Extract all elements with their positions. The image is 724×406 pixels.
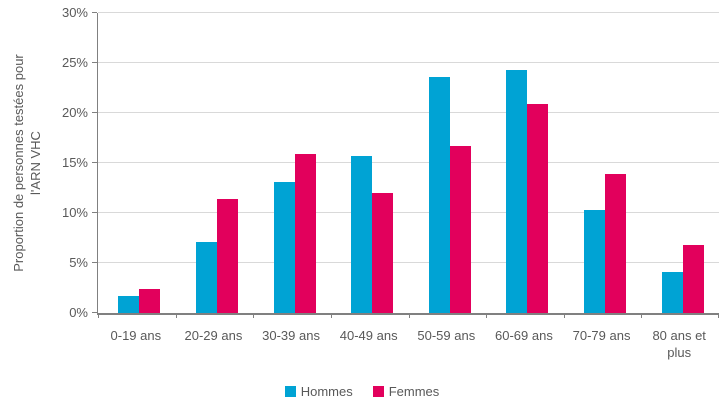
bar-hommes-50-59-ans	[428, 77, 450, 313]
x-tick-label-50-59-ans: 50-59 ans	[417, 328, 476, 343]
x-tick-label-0-19-ans: 0-19 ans	[110, 328, 162, 343]
x-tick-mark-4	[409, 313, 410, 318]
gridline-15%	[98, 162, 719, 163]
x-tick-label-40-49-ans: 40-49 ans	[339, 328, 398, 343]
femmes-color-swatch	[372, 386, 384, 397]
legend-item-femmes: Femmes	[372, 384, 440, 399]
x-tick-mark-2	[253, 313, 254, 318]
bar-femmes-70-79-ans	[605, 174, 627, 313]
y-tick-label-30%: 30%	[61, 5, 88, 20]
x-tick-label-30-39-ans: 30-39 ans	[262, 328, 320, 343]
bar-hommes-60-69-ans	[506, 70, 528, 313]
bar-femmes-20-29-ans	[216, 199, 238, 313]
legend-label-hommes: Hommes	[300, 384, 353, 399]
x-tick-mark-6	[564, 313, 565, 318]
x-tick-label-70-79-ans: 70-79 ans	[572, 328, 631, 343]
bar-femmes-30-39-ans	[294, 154, 316, 313]
y-tick-mark-25%	[92, 62, 97, 63]
x-tick-mark-7	[641, 313, 642, 318]
gridline-25%	[98, 62, 719, 63]
bar-femmes-80-ans-et-plus	[682, 245, 704, 313]
legend-item-hommes: Hommes	[284, 384, 353, 399]
y-tick-label-15%: 15%	[61, 155, 88, 170]
y-tick-label-5%: 5%	[69, 255, 88, 270]
gridline-30%	[98, 12, 719, 13]
bar-hommes-0-19-ans	[118, 296, 140, 313]
y-tick-mark-0%	[92, 312, 97, 313]
y-tick-mark-30%	[92, 12, 97, 13]
y-tick-label-10%: 10%	[61, 205, 88, 220]
plot-area	[92, 12, 719, 318]
y-tick-label-20%: 20%	[61, 105, 88, 120]
hommes-color-swatch	[284, 386, 296, 397]
bar-femmes-50-59-ans	[449, 146, 471, 313]
x-tick-mark-8	[718, 313, 719, 318]
y-tick-mark-15%	[92, 162, 97, 163]
x-tick-mark-0	[98, 313, 99, 318]
x-tick-mark-3	[331, 313, 332, 318]
gridline-10%	[98, 212, 719, 213]
x-tick-mark-1	[176, 313, 177, 318]
legend: Hommes Femmes	[0, 384, 724, 399]
y-tick-mark-5%	[92, 262, 97, 263]
bar-femmes-60-69-ans	[527, 104, 549, 313]
legend-label-femmes: Femmes	[388, 384, 440, 399]
bar-femmes-0-19-ans	[139, 289, 161, 313]
y-tick-label-25%: 25%	[61, 55, 88, 70]
y-tick-label-0%: 0%	[69, 305, 88, 320]
gridline-20%	[98, 112, 719, 113]
bar-hommes-30-39-ans	[273, 182, 295, 313]
x-tick-mark-5	[486, 313, 487, 318]
x-tick-label-20-29-ans: 20-29 ans	[184, 328, 243, 343]
y-tick-mark-10%	[92, 212, 97, 213]
bar-hommes-70-79-ans	[584, 210, 606, 313]
y-tick-mark-20%	[92, 112, 97, 113]
x-tick-label-80-ans-et-plus: 80 ans et plus	[652, 328, 706, 360]
bar-femmes-40-49-ans	[372, 193, 394, 313]
bar-hommes-40-49-ans	[351, 156, 373, 313]
bar-hommes-80-ans-et-plus	[661, 272, 683, 313]
bar-hommes-20-29-ans	[195, 242, 217, 313]
x-axis-tick-labels: 0-19 ans 20-29 ans 30-39 ans 40-49 ans 50-59…	[97, 327, 718, 367]
y-axis-tick-labels: 0% 5% 10% 15% 20% 25% 30%	[0, 5, 88, 320]
gridline-5%	[98, 262, 719, 263]
x-tick-label-60-69-ans: 60-69 ans	[495, 328, 553, 343]
